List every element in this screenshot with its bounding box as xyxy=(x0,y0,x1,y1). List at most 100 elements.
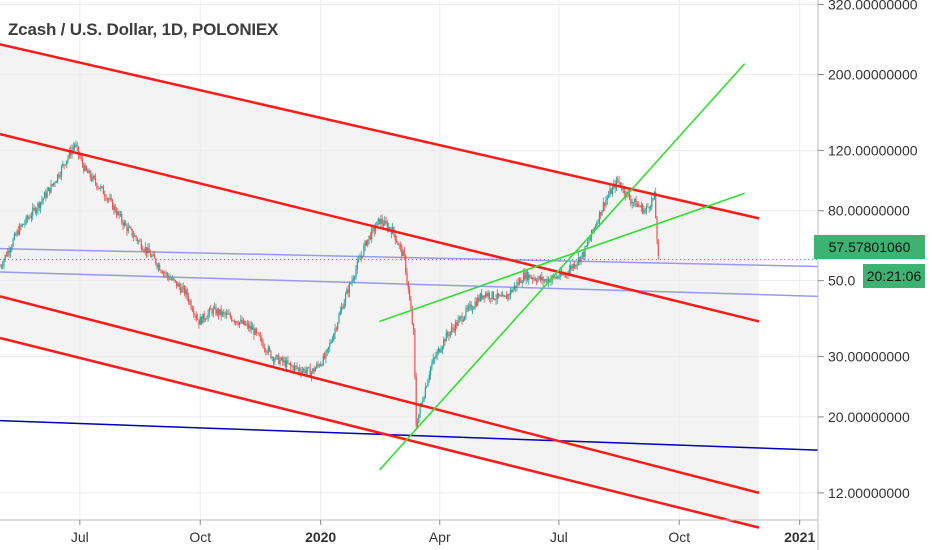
candle-body xyxy=(41,200,43,203)
candle-body xyxy=(180,286,182,293)
candle-body xyxy=(326,348,328,353)
candle-body xyxy=(507,294,509,300)
candle-body xyxy=(229,314,231,318)
candle-body xyxy=(479,293,481,301)
candle-body xyxy=(313,368,315,372)
candle-body xyxy=(556,276,559,278)
candle-body xyxy=(79,154,81,157)
y-tick-label: 30.00000000 xyxy=(828,349,910,365)
candle-body xyxy=(93,175,95,179)
candle-body xyxy=(407,282,409,290)
candle-body xyxy=(619,182,621,187)
candle-body xyxy=(490,298,492,300)
candle-body xyxy=(397,242,399,245)
y-tick-label: 12.00000000 xyxy=(828,485,910,501)
candle-body xyxy=(122,221,124,226)
candle-body xyxy=(55,181,57,183)
candle-body xyxy=(342,307,344,309)
candle-body xyxy=(426,386,428,388)
candle-body xyxy=(164,272,166,274)
candle-body xyxy=(638,204,640,206)
candle-body xyxy=(96,183,98,188)
candle-body xyxy=(98,187,101,189)
candle-body xyxy=(50,184,52,193)
candle-body xyxy=(491,291,493,300)
candle-body xyxy=(398,244,400,246)
candle-body xyxy=(212,308,214,314)
candle-body xyxy=(37,203,39,210)
candle-body xyxy=(483,295,485,298)
candle-body xyxy=(651,198,653,207)
candle-body xyxy=(56,174,59,182)
candle-body xyxy=(287,360,289,364)
candle-body xyxy=(515,285,517,288)
candle-body xyxy=(194,314,196,316)
candle-body xyxy=(187,296,190,302)
candle-body xyxy=(521,282,523,283)
candle-body xyxy=(329,342,331,348)
candle-body xyxy=(352,279,354,280)
candle-body xyxy=(453,328,455,332)
candle-body xyxy=(354,276,356,280)
candle-body xyxy=(39,202,42,208)
candle-body xyxy=(609,189,611,196)
candle-body xyxy=(223,311,225,313)
channel-line-red xyxy=(0,336,760,529)
chart-title: Zcash / U.S. Dollar, 1D, POLONIEX xyxy=(8,20,279,39)
candle-body xyxy=(615,179,618,189)
candle-body xyxy=(334,328,336,334)
candle-body xyxy=(462,319,464,322)
candle-body xyxy=(266,352,268,353)
candle-body xyxy=(509,290,512,296)
candle-body xyxy=(284,360,286,368)
candle-body xyxy=(106,198,108,200)
candle-body xyxy=(589,237,591,241)
candle-body xyxy=(317,364,319,366)
candle-body xyxy=(232,320,234,322)
candle-body xyxy=(494,298,496,300)
candle-body xyxy=(428,374,430,381)
candle-body xyxy=(436,351,438,357)
candle-body xyxy=(541,277,543,281)
candle-body xyxy=(623,186,625,194)
candle-body xyxy=(580,255,582,263)
countdown-value: 20:21:06 xyxy=(866,268,922,284)
candle-body xyxy=(533,278,535,280)
candle-body xyxy=(500,295,502,297)
candle-body xyxy=(406,272,408,283)
candle-body xyxy=(110,198,112,200)
candle-body xyxy=(338,315,340,323)
candle-body xyxy=(424,387,426,398)
candle-body xyxy=(283,360,285,362)
candle-body xyxy=(536,280,538,282)
candle-body xyxy=(405,255,407,273)
candle-body xyxy=(237,323,239,325)
candle-body xyxy=(208,308,211,313)
candle-body xyxy=(91,177,93,181)
candle-body xyxy=(361,255,364,257)
candle-body xyxy=(157,264,159,268)
candle-body xyxy=(127,227,129,232)
candle-body xyxy=(470,304,472,310)
candle-body xyxy=(481,293,483,299)
candle-body xyxy=(487,293,489,297)
candle-body xyxy=(151,255,153,257)
candle-body xyxy=(46,191,48,198)
candle-body xyxy=(263,347,265,350)
candle-body xyxy=(380,218,382,224)
candle-body xyxy=(356,261,358,270)
candle-body xyxy=(214,307,216,309)
candle-body xyxy=(296,366,298,369)
candle-body xyxy=(422,401,424,403)
candle-body xyxy=(588,240,590,243)
candle-body xyxy=(504,295,506,297)
candle-body xyxy=(325,352,327,359)
candle-body xyxy=(38,203,40,208)
candle-body xyxy=(29,217,31,219)
candle-body xyxy=(427,380,429,387)
candle-body xyxy=(128,227,131,228)
candle-body xyxy=(471,309,474,310)
candle-body xyxy=(657,240,659,256)
candle-body xyxy=(386,223,389,230)
